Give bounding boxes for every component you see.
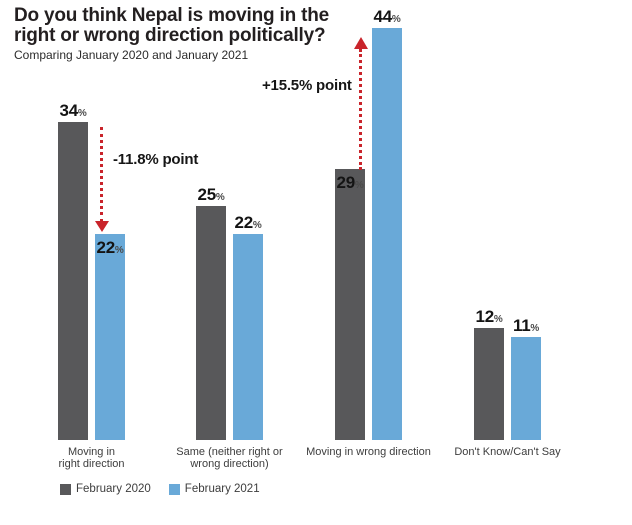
annotation-increase-label: +15.5% point [262, 77, 352, 94]
bar-value-label: 34% [59, 101, 87, 120]
bar-value-label: 22% [234, 213, 262, 232]
dotted-arrow-down-line [100, 127, 103, 222]
bar-value-label: 22% [96, 238, 124, 257]
bar-february-2020-same-neither-right-or [196, 206, 226, 440]
bar-february-2021-moving-in-wrong-direction [372, 28, 402, 440]
bar-february-2021-don-t-know-can-t-say [511, 337, 541, 440]
bar-february-2020-moving-in-wrong-direction [335, 169, 365, 440]
bar-february-2021-same-neither-right-or [233, 234, 263, 440]
legend-item-february-2020: February 2020 [60, 483, 151, 495]
arrow-down-icon [95, 221, 109, 232]
bar-february-2020-moving-in [58, 122, 88, 440]
bar-value-label: 44% [373, 7, 401, 26]
bar-value-label: 11% [513, 316, 539, 335]
category-label-don-t-know-can-t-say: Don't Know/Can't Say [454, 446, 561, 458]
legend-item-february-2021: February 2021 [168, 483, 260, 495]
category-label-same-neither-right-or: Same (neither right or wrong direction) [176, 446, 283, 470]
arrow-up-icon [354, 37, 368, 49]
legend-label: February 2020 [76, 483, 151, 495]
category-label-moving-in-wrong-direction: Moving in wrong direction [306, 446, 431, 458]
category-label-moving-in: Moving in right direction [58, 446, 125, 470]
bar-february-2020-don-t-know-can-t-say [474, 328, 504, 440]
bar-value-label: 25% [197, 185, 225, 204]
chart-subtitle: Comparing January 2020 and January 2021 [14, 48, 249, 62]
legend-swatch-icon [60, 483, 71, 495]
annotation-decrease-label: -11.8% point [113, 151, 199, 168]
bar-value-label: 12% [475, 307, 503, 326]
title-line-1: Do you think Nepal is moving in the [14, 5, 329, 26]
legend: February 2020 February 2021 [60, 483, 260, 495]
title-line-2: right or wrong direction politically? [14, 25, 326, 46]
bar-value-label: 29% [336, 173, 364, 192]
legend-swatch-icon [168, 483, 180, 495]
page-title: Do you think Nepal is moving in the right… [14, 6, 329, 46]
legend-label: February 2021 [184, 483, 260, 495]
dotted-arrow-up-line [359, 49, 362, 170]
bar-february-2021-moving-in [95, 234, 125, 440]
